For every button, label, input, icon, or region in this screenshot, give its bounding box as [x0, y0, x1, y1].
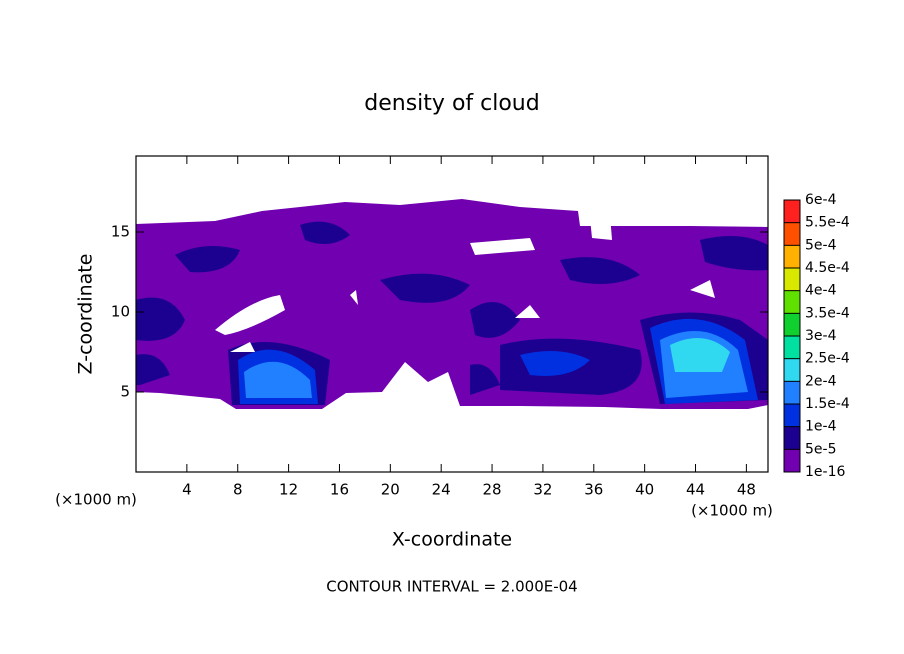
contour-region: [380, 273, 470, 303]
empty-region: [350, 290, 358, 305]
x-tick-label: 12: [279, 481, 298, 499]
footer: CONTOUR INTERVAL = 2.000E-04: [326, 578, 577, 596]
colorbar-segment: [784, 313, 800, 336]
empty-region: [215, 295, 285, 335]
colorbar-segment: [784, 200, 800, 223]
y-tick-label: 10: [111, 303, 130, 321]
colorbar-label: 4.5e-4: [805, 260, 850, 276]
x-tick-label: 4: [182, 481, 192, 499]
plot-frame: [135, 155, 769, 473]
colorbar-segment: [784, 404, 800, 427]
colorbar-label: 4e-4: [805, 283, 837, 299]
colorbar-segment: [784, 358, 800, 382]
x-tick-label: 28: [483, 481, 502, 499]
contour-region: [670, 337, 730, 372]
x-tick-label: 32: [533, 481, 552, 499]
contour-region: [300, 221, 350, 244]
x-unit: (×1000 m): [691, 502, 773, 520]
x-tick-label: 20: [381, 481, 400, 499]
colorbar-label: 2e-4: [805, 373, 837, 389]
colorbar-label: 2.5e-4: [805, 351, 850, 367]
colorbar-segment: [784, 449, 800, 472]
contour-region: [136, 354, 170, 385]
colorbar-label: 5e-5: [805, 441, 836, 457]
contour-region: [470, 364, 500, 395]
x-tick-label: 48: [737, 481, 756, 499]
x-tick-label: 44: [686, 481, 705, 499]
x-tick-label: 8: [233, 481, 243, 499]
colorbar-label: 3.5e-4: [805, 305, 850, 321]
chart-title: density of cloud: [364, 91, 539, 116]
x-tick-label: 40: [635, 481, 654, 499]
y-unit: (×1000 m): [55, 491, 137, 509]
y-tick-label: 15: [111, 223, 130, 241]
colorbar-segment: [784, 381, 800, 404]
colorbar-segment: [784, 426, 800, 450]
empty-region: [690, 280, 715, 298]
colorbar-segment: [784, 336, 800, 359]
contour-region: [560, 257, 640, 284]
contour-region: [136, 297, 185, 341]
colorbar-label: 5e-4: [805, 237, 837, 253]
colorbar-segment: [784, 245, 800, 268]
colorbar-segment: [784, 268, 800, 291]
x-tick-label: 16: [330, 481, 349, 499]
contour-region: [175, 246, 240, 273]
empty-region: [230, 342, 255, 352]
contour-region: [700, 236, 768, 271]
y-tick-label: 5: [120, 383, 130, 401]
contour-region: [244, 361, 312, 398]
x-axis-label: X-coordinate: [392, 529, 512, 551]
colorbar-label: 3e-4: [805, 328, 837, 344]
colorbar-segment: [784, 222, 800, 246]
x-tick-label: 24: [432, 481, 451, 499]
contour-region: [520, 351, 590, 376]
empty-region: [470, 238, 535, 255]
colorbar-segment: [784, 290, 800, 314]
colorbar-label: 1e-4: [805, 419, 837, 435]
colorbar-label: 5.5e-4: [805, 215, 850, 231]
empty-region: [590, 214, 612, 240]
contour-region: [470, 302, 520, 338]
empty-region: [515, 305, 540, 318]
colorbar-label: 6e-4: [805, 192, 837, 208]
colorbar-label: 1e-16: [805, 464, 845, 480]
x-tick-label: 36: [584, 481, 603, 499]
y-axis-label: Z-coordinate: [75, 254, 97, 375]
colorbar-label: 1.5e-4: [805, 396, 850, 412]
